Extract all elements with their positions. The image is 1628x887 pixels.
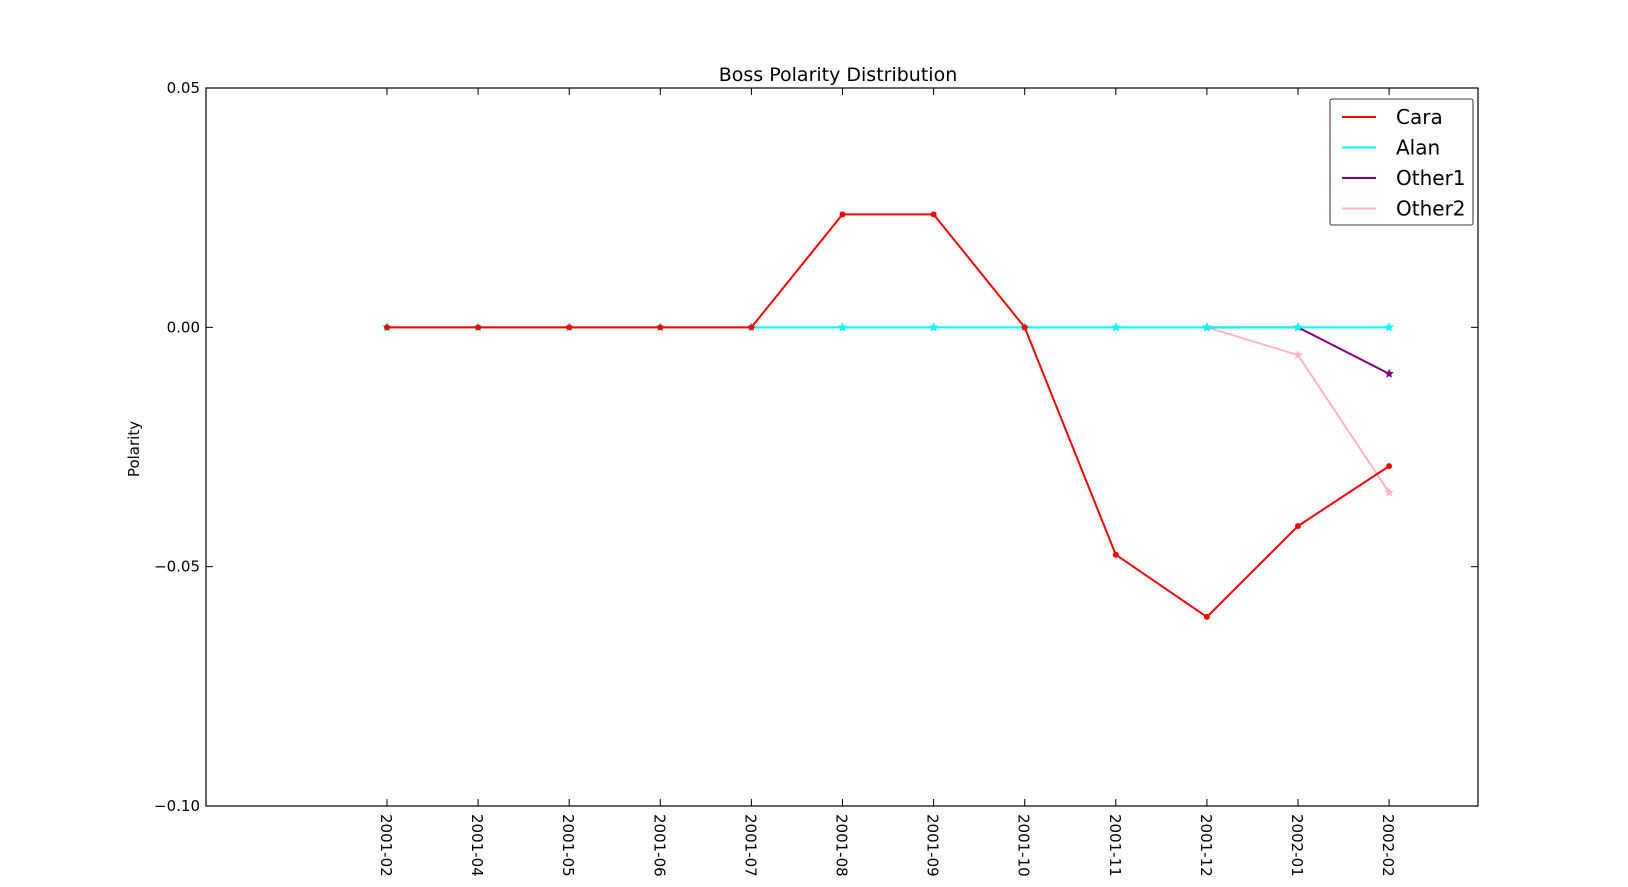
data-point-cara (748, 324, 755, 331)
data-point-alan (1110, 322, 1121, 332)
legend: Cara Alan Other1 Other2 (1329, 98, 1474, 226)
plot-area: 0.05 0.00 −0.05 −0.10 2001-02 2001-04 2001-05 2… (154, 79, 1479, 877)
x-tick-label: 2001-07 (741, 814, 759, 877)
data-point-cara (930, 211, 937, 218)
legend-label-other2: Other2 (1396, 197, 1466, 221)
x-tick-label: 2001-11 (1106, 814, 1124, 877)
series-line-cara (387, 213, 1390, 619)
data-point-alan (928, 322, 939, 332)
data-point-cara (1386, 463, 1393, 470)
y-tick-label: −0.05 (154, 558, 200, 576)
y-tick-label: 0.05 (167, 79, 200, 97)
data-point-alan (837, 322, 848, 332)
data-point-cara (657, 324, 664, 331)
data-point-cara (384, 324, 390, 331)
x-tick-label: 2001-04 (468, 814, 486, 877)
data-point-cara (1295, 522, 1301, 529)
legend-label-cara: Cara (1396, 105, 1443, 129)
x-tick-label: 2001-09 (924, 814, 942, 877)
data-point-cara (839, 211, 846, 218)
x-tick-label: 2002-02 (1379, 814, 1397, 877)
data-point-other2 (1384, 487, 1394, 497)
series-line-other2 (387, 326, 1390, 494)
data-point-alan (1293, 322, 1303, 332)
legend-box (1329, 98, 1474, 226)
x-tick-label: 2001-02 (377, 814, 395, 877)
data-point-cara (1112, 551, 1119, 558)
data-point-other2 (1293, 349, 1303, 360)
data-point-cara (475, 324, 482, 331)
y-tick-label: 0.00 (167, 318, 200, 336)
plot-frame (205, 87, 1479, 807)
data-point-alan (1384, 322, 1394, 332)
x-tick-label: 2001-12 (1197, 814, 1215, 877)
legend-label-other1: Other1 (1396, 166, 1466, 190)
x-tick-label: 2001-10 (1015, 814, 1033, 877)
x-tick-label: 2001-06 (650, 814, 668, 877)
data-point-cara (1203, 613, 1210, 620)
x-tick-label: 2002-01 (1288, 814, 1306, 877)
x-tick-label: 2001-08 (833, 814, 851, 877)
series-other2 (382, 322, 1394, 497)
x-tick-label: 2001-05 (559, 814, 577, 877)
y-axis-label: Polarity (125, 421, 143, 477)
chart-title: Boss Polarity Distribution (719, 64, 958, 86)
data-point-cara (1021, 324, 1028, 331)
legend-label-alan: Alan (1396, 136, 1440, 160)
y-tick-label: −0.10 (154, 797, 200, 815)
data-point-other1 (1384, 368, 1394, 378)
series-cara (384, 211, 1393, 620)
data-point-cara (566, 324, 573, 331)
data-point-alan (1202, 322, 1212, 332)
